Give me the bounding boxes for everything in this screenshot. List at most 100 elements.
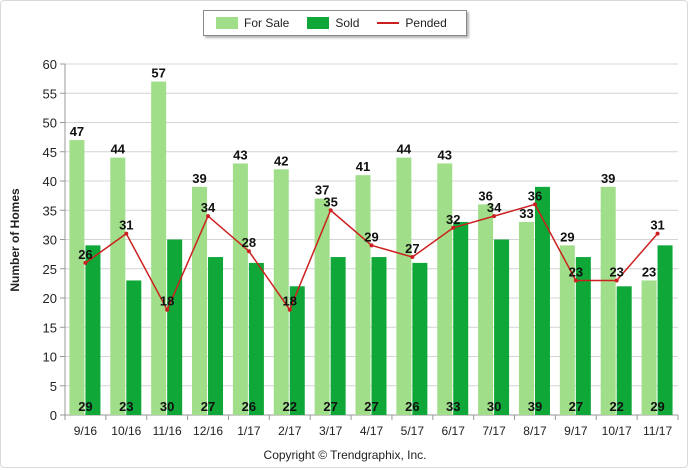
pended-point xyxy=(492,214,497,219)
bar-sold xyxy=(330,257,346,415)
bar-for-sale xyxy=(151,81,167,416)
pended-point xyxy=(369,243,374,248)
bar-sold xyxy=(534,186,550,415)
data-label-pended: 29 xyxy=(364,229,378,244)
pended-point xyxy=(573,278,578,283)
y-tick-label: 25 xyxy=(43,262,57,277)
bar-sold xyxy=(616,286,632,415)
bar-sold xyxy=(494,239,510,415)
bar-for-sale xyxy=(396,157,412,415)
data-label-pended: 31 xyxy=(650,218,664,233)
data-label-for-sale: 44 xyxy=(397,142,412,157)
x-tick-label: 9/16 xyxy=(74,424,98,438)
data-label-for-sale: 39 xyxy=(192,171,206,186)
bar-for-sale xyxy=(110,157,126,415)
bar-sold xyxy=(208,257,224,415)
data-label-pended: 27 xyxy=(405,241,419,256)
data-label-for-sale: 43 xyxy=(233,147,247,162)
bar-sold xyxy=(248,262,264,415)
bar-for-sale xyxy=(641,280,657,415)
bars xyxy=(69,81,673,416)
data-label-sold: 29 xyxy=(78,399,92,414)
data-label-sold: 27 xyxy=(201,399,215,414)
data-label-sold: 27 xyxy=(569,399,583,414)
data-label-pended: 26 xyxy=(78,247,92,262)
data-label-sold: 30 xyxy=(487,399,501,414)
legend-item-sold: Sold xyxy=(307,16,359,30)
data-label-sold: 30 xyxy=(160,399,174,414)
y-tick-label: 20 xyxy=(43,291,57,306)
x-tick-label: 12/16 xyxy=(193,424,223,438)
data-label-pended: 23 xyxy=(609,264,623,279)
pended-point xyxy=(328,208,333,213)
data-label-for-sale: 42 xyxy=(274,153,288,168)
data-label-for-sale: 33 xyxy=(519,206,533,221)
data-label-for-sale: 41 xyxy=(356,159,370,174)
x-tick-label: 1/17 xyxy=(237,424,261,438)
pended-point xyxy=(246,249,251,254)
data-label-pended: 18 xyxy=(283,294,297,309)
data-label-for-sale: 43 xyxy=(437,147,451,162)
data-label-for-sale: 57 xyxy=(151,66,165,81)
y-tick-label: 50 xyxy=(43,116,57,131)
bar-for-sale xyxy=(192,186,208,415)
data-label-pended: 36 xyxy=(528,188,542,203)
x-tick-label: 4/17 xyxy=(360,424,384,438)
data-label-sold: 23 xyxy=(119,399,133,414)
legend-label-pended: Pended xyxy=(405,16,447,30)
pended-point xyxy=(287,307,292,312)
y-tick-label: 30 xyxy=(43,233,57,248)
data-label-for-sale: 29 xyxy=(560,229,574,244)
y-tick-label: 40 xyxy=(43,174,57,189)
bar-for-sale xyxy=(355,175,371,415)
legend: For Sale Sold Pended xyxy=(203,10,467,36)
x-tick-label: 10/17 xyxy=(602,424,632,438)
bar-for-sale xyxy=(518,221,534,415)
legend-item-pended: Pended xyxy=(377,16,447,30)
data-label-pended: 18 xyxy=(160,294,174,309)
pended-point xyxy=(83,260,88,265)
pended-point xyxy=(124,231,129,236)
bar-for-sale xyxy=(232,163,248,415)
x-tick-label: 3/17 xyxy=(319,424,343,438)
data-label-pended: 31 xyxy=(119,218,133,233)
data-label-sold: 22 xyxy=(609,399,623,414)
legend-label-for-sale: For Sale xyxy=(244,16,290,30)
pended-point xyxy=(410,255,415,260)
y-tick-label: 60 xyxy=(43,57,57,72)
bar-for-sale xyxy=(478,204,494,415)
x-tick-label: 9/17 xyxy=(564,424,588,438)
bar-for-sale xyxy=(600,186,616,415)
data-label-pended: 23 xyxy=(569,264,583,279)
pended-point xyxy=(165,307,170,312)
data-label-for-sale: 23 xyxy=(642,264,656,279)
data-label-sold: 26 xyxy=(405,399,419,414)
y-axis-title: Number of Homes xyxy=(8,188,22,292)
bar-sold xyxy=(289,286,305,415)
pended-swatch xyxy=(377,22,400,24)
bar-for-sale xyxy=(273,169,289,415)
y-tick-label: 10 xyxy=(43,350,57,365)
data-label-sold: 22 xyxy=(283,399,297,414)
x-tick-label: 10/16 xyxy=(111,424,141,438)
x-tick-label: 8/17 xyxy=(523,424,547,438)
x-tick-label: 7/17 xyxy=(482,424,506,438)
bar-for-sale xyxy=(559,245,575,415)
y-tick-label: 5 xyxy=(50,379,57,394)
data-label-sold: 29 xyxy=(650,399,664,414)
bar-sold xyxy=(575,257,591,415)
bar-sold xyxy=(126,280,142,415)
copyright-text: Copyright © Trendgraphix, Inc. xyxy=(263,448,427,462)
bar-sold xyxy=(657,245,673,415)
data-label-for-sale: 36 xyxy=(478,188,492,203)
bar-sold xyxy=(453,221,469,415)
y-tick-label: 55 xyxy=(43,86,57,101)
data-label-for-sale: 47 xyxy=(70,124,84,139)
data-label-pended: 34 xyxy=(201,200,216,215)
y-tick-label: 15 xyxy=(43,320,57,335)
data-labels: 47 29 44 23 57 30 39 27 43 26 42 22 37 27 41 27 44 26 43 33… xyxy=(70,66,665,414)
pended-point xyxy=(655,231,660,236)
x-tick-label: 5/17 xyxy=(401,424,425,438)
x-tick-label: 11/17 xyxy=(643,424,672,438)
